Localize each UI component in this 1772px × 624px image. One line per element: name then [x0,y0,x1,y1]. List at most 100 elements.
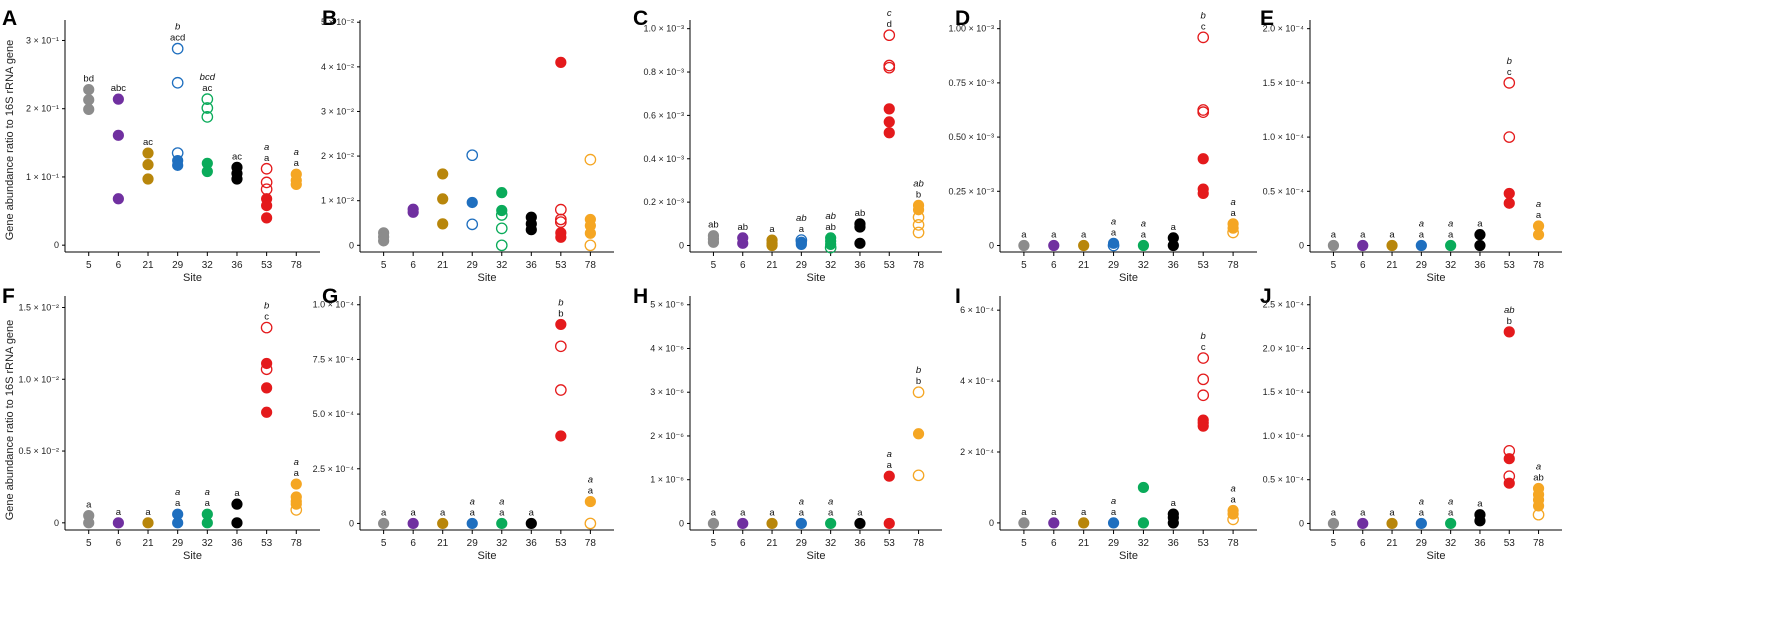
x-tick-label: 6 [740,538,746,549]
data-point [1503,197,1515,209]
x-tick-label: 53 [555,538,567,549]
x-tick-label: 53 [884,538,896,549]
significance-label: a [1021,507,1027,518]
data-point [1503,187,1515,200]
data-point [83,517,95,529]
y-axis-title-top: Gene abundance ratio to 16S rRNA gene [4,40,16,241]
significance-label: a [799,496,804,507]
data-point [290,504,303,516]
x-tick-label: 32 [825,260,837,271]
significance-label: a [1111,496,1116,507]
x-axis-title: Site [807,272,826,284]
data-point [261,406,273,418]
significance-label: a [1389,229,1395,240]
data-point [437,193,449,205]
x-tick-label: 21 [1386,538,1398,549]
y-tick-label: 1 × 10⁻¹ [26,172,59,182]
data-point [1532,229,1545,241]
y-tick-label: 1.5 × 10⁻⁴ [1263,78,1305,88]
panel-c: C 0 0.2 × 10⁻³ 0.4 × 10⁻³ 0.6 × 10⁻³ 0.8 × 10… [633,7,942,284]
data-point [261,382,273,394]
data-point [437,517,449,530]
data-point [1197,153,1209,165]
panel-a: A 0 1 × 10⁻¹ 2 × 10⁻¹ 3 × 10⁻¹ 5 6 21 29 32 36 53 78… [2,7,320,284]
significance-label: c [264,312,269,323]
data-point [466,196,478,209]
data-point [766,517,778,530]
panel-j: J 0 0.5 × 10⁻⁴ 1.0 × 10⁻⁴ 1.5 × 10⁻⁴ 2.0 × 10… [1260,285,1562,562]
significance-label: a [1230,208,1236,219]
significance-label: ab [796,213,807,224]
significance-label: a [1111,507,1117,518]
significance-label: ab [737,222,748,233]
data-point [496,517,508,530]
significance-label: a [1419,229,1425,240]
data-point [912,219,925,231]
significance-label: a [1021,229,1027,240]
data-point [1503,326,1515,338]
y-tick-label: 1.0 × 10⁻⁴ [1263,132,1305,142]
x-tick-label: 29 [172,538,184,549]
significance-label: b [1507,56,1512,67]
significance-label: a [175,487,180,498]
significance-label: a [294,457,299,468]
x-axis-title: Site [183,272,202,284]
significance-label: a [1389,507,1395,518]
data-point [584,153,597,166]
y-tick-label: 6 × 10⁻⁴ [960,305,994,315]
x-tick-label: 21 [437,260,449,271]
y-tick-label: 0 [679,518,684,528]
data-point [260,162,273,175]
panel-letter: I [955,285,961,308]
significance-label: a [1230,197,1235,208]
data-point [171,76,184,89]
x-tick-label: 29 [1108,260,1120,271]
x-tick-label: 6 [410,260,416,271]
data-point [1474,239,1486,252]
x-tick-label: 21 [437,538,449,549]
significance-label: a [1230,495,1236,506]
significance-label: a [381,507,387,518]
significance-label: a [1081,507,1087,518]
significance-label: a [234,488,240,499]
significance-label: a [1230,484,1235,495]
significance-label: a [411,507,417,518]
significance-label: a [828,496,833,507]
data-point [555,56,567,68]
x-tick-label: 6 [116,538,122,549]
data-point [584,227,596,239]
y-axis-title: Gene abundance ratio to 16S rRNA gene [4,40,16,241]
data-point [142,147,154,159]
significance-label: b [916,189,921,200]
significance-label: a [205,487,210,498]
data-point [1018,517,1030,529]
data-point [172,517,184,529]
data-point [142,517,154,529]
panel-letter: E [1260,7,1274,30]
y-tick-label: 5 × 10⁻² [321,17,354,27]
panel-letter: G [322,285,338,308]
x-tick-label: 5 [1021,260,1027,271]
significance-label: a [1051,507,1057,518]
data-point [737,517,749,530]
data-point [883,29,896,42]
data-point [1167,517,1179,529]
panel-letter: H [633,285,648,308]
data-point [171,42,184,55]
significance-label: a [769,507,775,518]
y-tick-label: 0.4 × 10⁻³ [643,154,684,164]
panel-letter: A [2,7,17,30]
x-tick-label: 21 [1078,538,1090,549]
y-tick-label: 4 × 10⁻² [321,62,354,72]
y-axis-title-bottom: Gene abundance ratio to 16S rRNA gene [4,320,16,521]
data-point [407,206,419,218]
y-tick-label: 0 [1299,240,1304,250]
data-point [142,159,154,171]
significance-label: b [264,301,269,312]
data-point [1018,239,1030,252]
data-point [1474,229,1486,241]
x-tick-label: 5 [1331,260,1337,271]
y-tick-label: 0 [679,240,684,250]
x-axis-title: Site [1427,272,1446,284]
data-point [555,231,567,243]
